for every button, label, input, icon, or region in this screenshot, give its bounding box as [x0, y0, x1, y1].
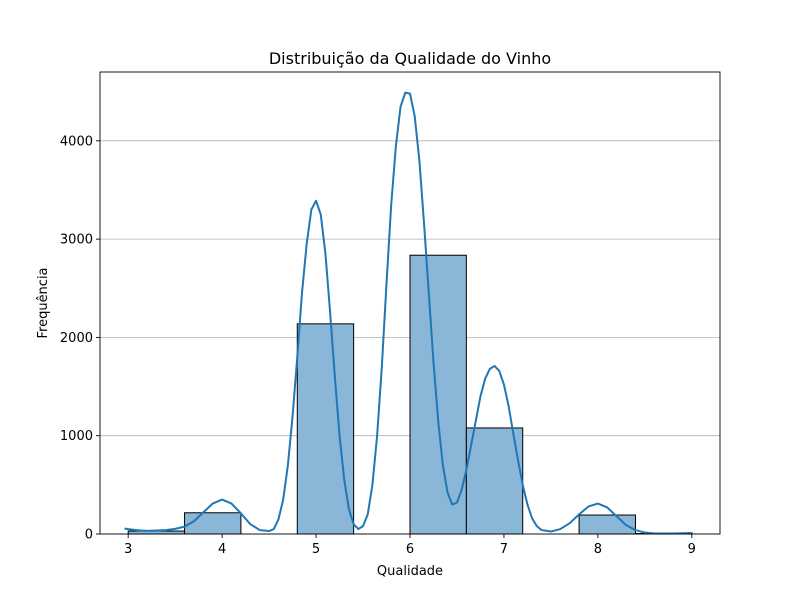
x-axis-ticks: 3 4 5 6 7 8 9	[124, 534, 696, 557]
y-tick-label: 3000	[60, 233, 93, 248]
x-tick-label: 6	[406, 542, 414, 557]
histogram-bar	[296, 323, 355, 535]
y-axis-label: Frequência	[36, 267, 51, 338]
x-tick-label: 9	[688, 542, 696, 557]
y-axis-ticks: 0 1000 2000 3000 4000	[60, 134, 100, 543]
histogram-bar	[465, 427, 524, 535]
x-axis-label: Qualidade	[377, 564, 443, 579]
y-tick-label: 0	[85, 528, 93, 543]
histogram-bar	[409, 254, 467, 535]
chart-title: Distribuição da Qualidade do Vinho	[269, 49, 551, 68]
histogram-bars	[127, 254, 693, 535]
histogram-bar	[184, 512, 242, 535]
x-tick-label: 4	[218, 542, 226, 557]
x-tick-label: 7	[500, 542, 508, 557]
x-tick-label: 5	[312, 542, 320, 557]
kde-curve-group	[124, 91, 693, 535]
y-tick-label: 1000	[60, 429, 93, 444]
kde-curve	[124, 91, 693, 535]
y-tick-label: 2000	[60, 331, 93, 346]
x-tick-label: 8	[594, 542, 602, 557]
y-tick-label: 4000	[60, 134, 93, 149]
x-tick-label: 3	[124, 542, 132, 557]
